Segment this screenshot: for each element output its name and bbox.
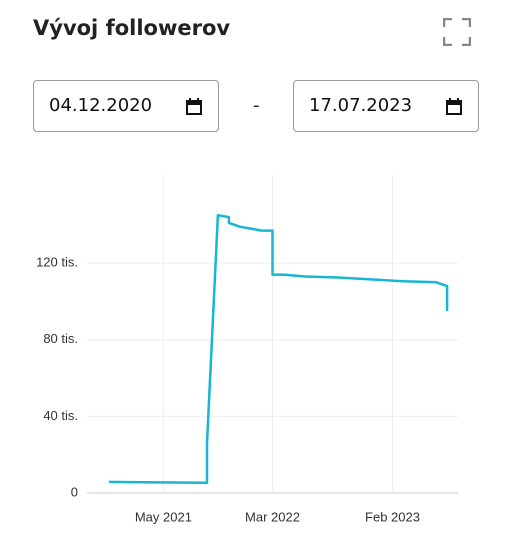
date-to-input[interactable]: 17.07.2023 <box>293 80 479 132</box>
date-from-input[interactable]: 04.12.2020 <box>33 80 219 132</box>
fullscreen-button[interactable] <box>443 18 471 46</box>
title: Vývoj followerov <box>33 16 231 40</box>
y-tick-label: 120 tis. <box>36 255 78 270</box>
y-tick-label: 40 tis. <box>43 408 78 423</box>
line <box>108 213 449 485</box>
date-to: 17.07.2023 <box>309 95 413 116</box>
x-tick-label: May 2021 <box>135 509 192 524</box>
y-tick-label: 80 tis. <box>43 331 78 346</box>
y-tick-label: 0 <box>71 484 78 499</box>
calendar-icon[interactable] <box>446 98 462 115</box>
x-tick-label: Mar 2022 <box>245 509 300 524</box>
separator: - <box>253 95 260 116</box>
calendar-icon[interactable] <box>186 98 202 115</box>
date-from: 04.12.2020 <box>49 95 153 116</box>
x-tick-label: Feb 2023 <box>365 509 420 524</box>
